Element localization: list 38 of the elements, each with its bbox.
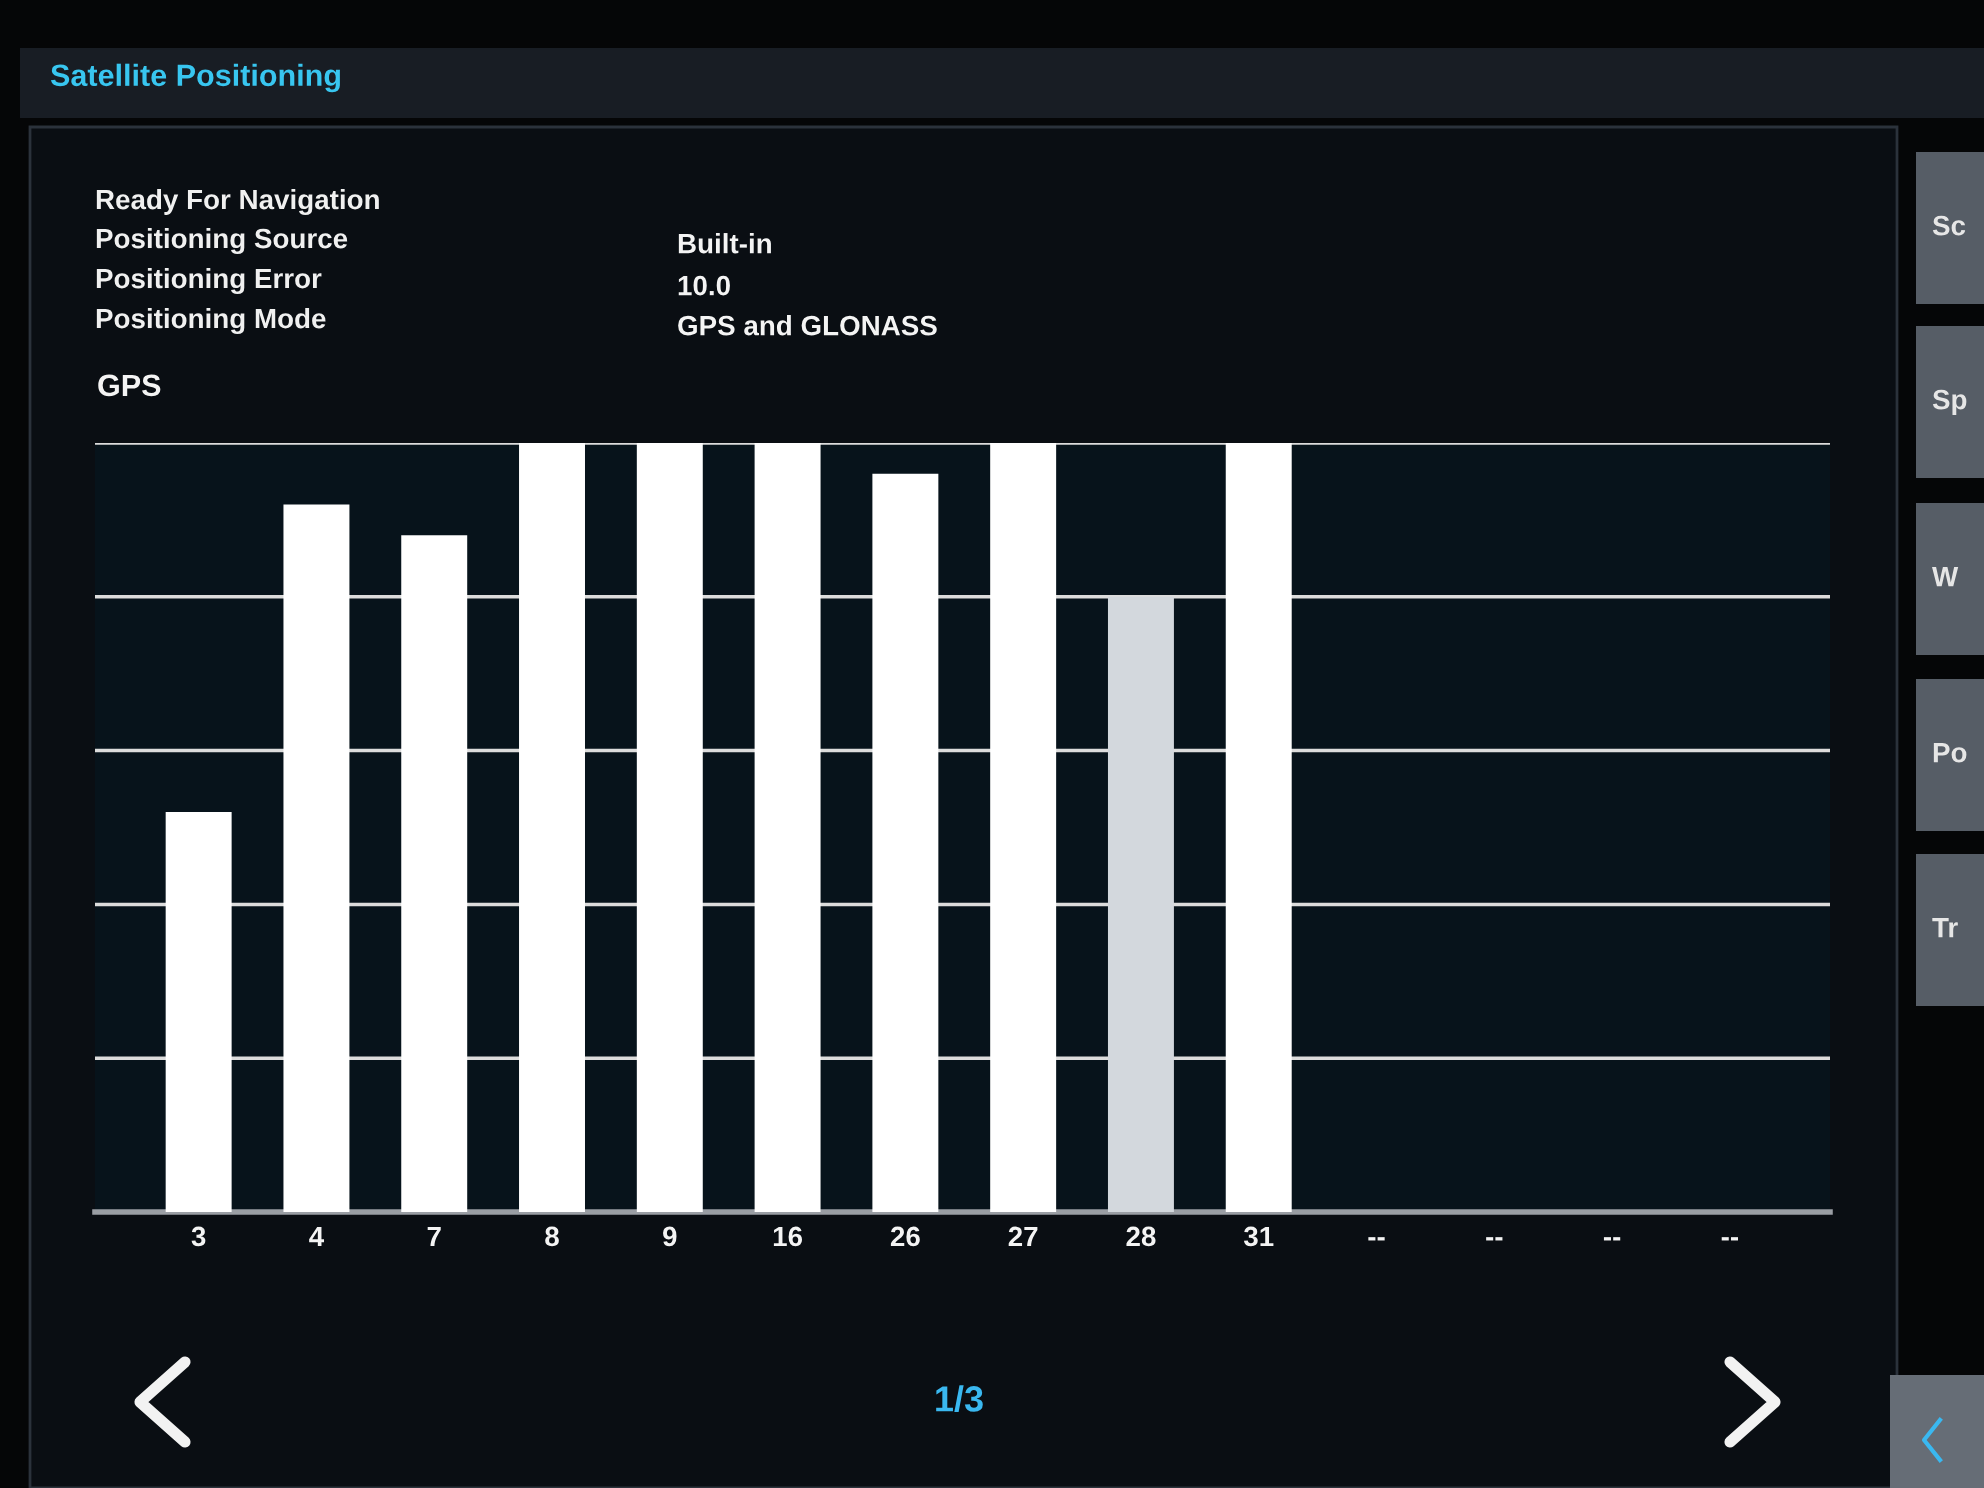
- bar: [519, 443, 585, 1212]
- x-tick-label: --: [1486, 1237, 1503, 1241]
- x-tick-label: --: [1721, 1237, 1739, 1241]
- x-tick-label: --: [1603, 1237, 1621, 1241]
- bar: [283, 504, 350, 1212]
- text: Tr: [1932, 918, 1958, 938]
- text: Positioning Source: [96, 227, 348, 255]
- text: Built-in: [678, 233, 771, 254]
- text: 10.0: [678, 275, 730, 296]
- chart-subtitle: GPS: [98, 374, 161, 397]
- bar: [165, 812, 232, 1212]
- text: Po: [1933, 743, 1967, 763]
- x-tick-label: 8: [545, 1226, 559, 1247]
- x-tick-label: 16: [773, 1226, 803, 1247]
- x-tick-label: 4: [309, 1226, 325, 1247]
- text: Positioning Mode: [96, 307, 326, 335]
- bar: [754, 443, 821, 1212]
- x-tick-label: 27: [1008, 1226, 1038, 1247]
- bar: [636, 443, 703, 1212]
- text: W: [1932, 567, 1959, 587]
- text: GPS and GLONASS: [678, 315, 937, 336]
- text: Sc: [1932, 215, 1966, 236]
- x-tick-label: 3: [191, 1226, 206, 1247]
- x-tick-label: 9: [663, 1226, 677, 1247]
- chart-title: Satellite Positioning: [50, 63, 340, 93]
- bar: [872, 473, 939, 1212]
- x-tick-label: 7: [427, 1226, 441, 1247]
- text: Sp: [1932, 389, 1967, 415]
- x-tick-label: 28: [1126, 1226, 1156, 1247]
- x-tick-label: 31: [1243, 1226, 1274, 1247]
- x-tick-label: --: [1368, 1237, 1385, 1241]
- x-tick-label: 26: [890, 1226, 920, 1247]
- bar: [401, 535, 468, 1212]
- text: 1/3: [936, 1385, 983, 1413]
- text: Positioning Error: [96, 267, 322, 295]
- text: Ready For Navigation: [96, 188, 379, 216]
- bar: [1225, 443, 1292, 1212]
- bar: [990, 443, 1057, 1212]
